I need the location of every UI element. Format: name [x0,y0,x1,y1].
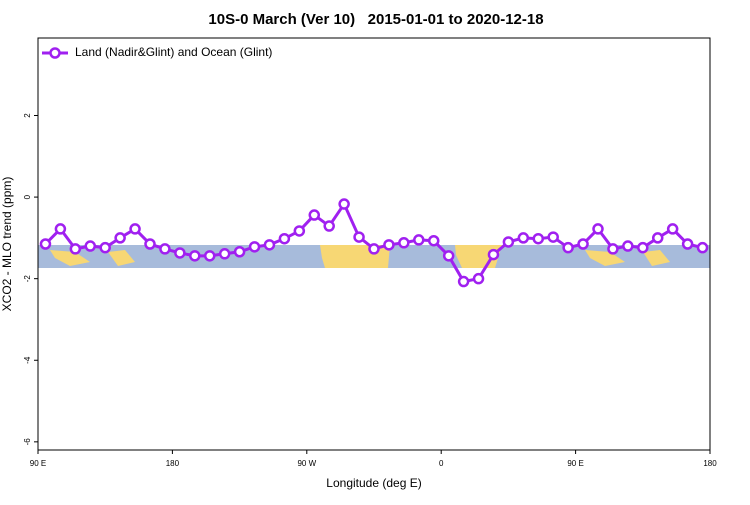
y-tick-label: -2 [23,275,32,283]
x-axis-label: Longitude (deg E) [326,476,421,490]
x-tick-label: 180 [703,459,717,468]
data-point [174,247,186,259]
map-strip [38,245,710,268]
data-point [159,243,171,255]
data-point [308,209,321,221]
data-point [353,231,365,243]
x-tick-label: 180 [166,459,180,468]
data-point [517,232,530,244]
data-point [189,250,201,262]
data-point [502,236,515,248]
data-point [427,234,440,247]
data-point [547,231,559,243]
plot-frame [37,37,711,451]
data-point [54,223,67,235]
data-point [69,243,82,255]
x-tick-label: 90 E [30,459,46,468]
legend-label: Land (Nadir&Glint) and Ocean (Glint) [75,45,272,59]
data-point [114,232,126,244]
data-point [607,243,619,255]
data-point [637,241,649,254]
data-point [487,248,500,261]
data-point [203,250,216,262]
data-point [457,275,470,288]
y-tick-label: -6 [23,438,32,446]
data-point [39,238,52,250]
data-point [472,272,485,285]
data-point [218,248,231,260]
data-point [383,239,395,251]
data-point [398,237,410,249]
y-tick-label: 0 [23,194,32,199]
data-point [681,238,694,250]
data-point [338,198,350,210]
data-point [323,220,335,232]
data-point [532,232,545,245]
data-point [263,239,276,251]
data-point [622,240,634,252]
data-point [368,243,380,255]
data-point [696,241,709,254]
data-point [84,240,97,252]
data-point [592,223,604,235]
x-tick-label: 90 W [297,459,316,468]
data-point [233,246,246,258]
y-tick-label: -4 [23,356,32,364]
legend: Land (Nadir&Glint) and Ocean (Glint) [42,45,272,59]
legend-marker [49,47,61,59]
data-point [99,241,111,254]
data-point [278,232,291,245]
data-point [129,223,141,235]
data-point [562,241,574,254]
chart-title: 10S-0 March (Ver 10) 2015-01-01 to 2020-… [208,11,543,28]
y-axis-label: XCO2 - MLO trend (ppm) [0,177,14,312]
data-point [248,241,261,253]
data-point [666,223,679,235]
data-point [144,238,156,250]
data-point [293,225,306,237]
x-tick-label: 90 E [567,459,583,468]
data-point [577,238,589,250]
data-point [442,250,455,262]
data-line [44,200,703,284]
data-point [413,234,425,246]
x-tick-label: 0 [439,459,444,468]
data-point [651,232,664,244]
y-tick-label: 2 [23,113,32,118]
